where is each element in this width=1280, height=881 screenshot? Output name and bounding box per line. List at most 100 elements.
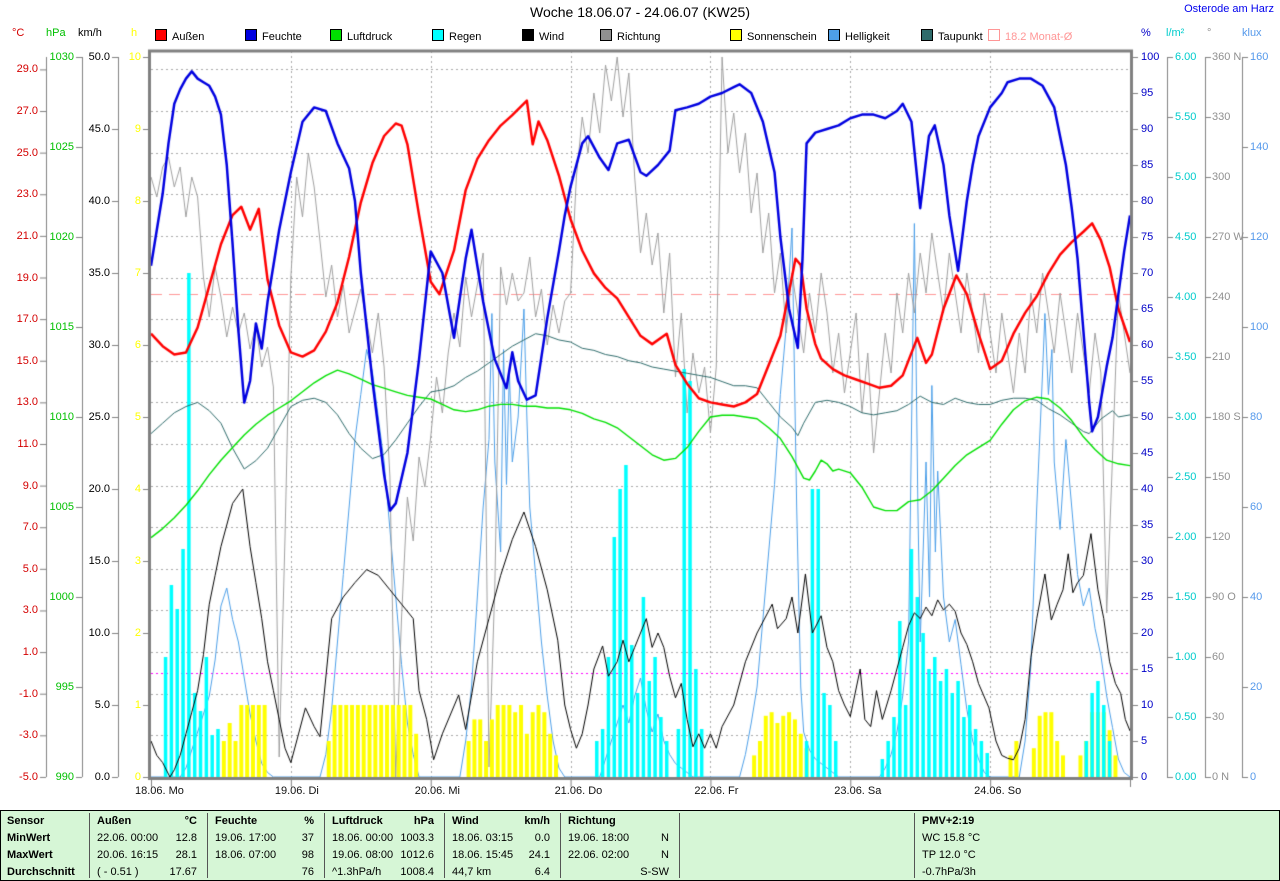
tick-label-temperature: 11.0 xyxy=(17,437,38,450)
tick-label-rain: 5.50 xyxy=(1175,111,1197,123)
tick-label-pressure: 1010 xyxy=(49,411,74,423)
legend-item-1: Außen xyxy=(155,29,204,43)
tick-label-temperature: -1.0 xyxy=(19,687,38,700)
tick-label-humidity: 50 xyxy=(1141,411,1154,423)
table-cell: Wind xyxy=(452,815,479,827)
table-cell: km/h xyxy=(524,815,550,827)
legend-item-7: Sonnenschein xyxy=(730,29,817,43)
tick-label-wind-direction: 210 xyxy=(1212,351,1231,363)
tick-label-temperature: 15.0 xyxy=(16,354,38,367)
table-column-separator xyxy=(679,813,680,878)
legend-label: Feuchte xyxy=(262,31,302,43)
table-cell: 22.06. 00:00 xyxy=(97,832,159,844)
table-cell: Außen xyxy=(97,815,132,827)
tick-label-wind-speed: 40.0 xyxy=(88,195,110,207)
tick-label-sunshine: 2 xyxy=(134,627,141,639)
tick-label-brightness: 100 xyxy=(1250,321,1269,333)
tick-label-wind-direction: 300 xyxy=(1212,171,1231,183)
tick-label-sunshine: 9 xyxy=(134,123,141,135)
tick-label-wind-direction: 150 xyxy=(1212,471,1231,483)
tick-label-pressure: 1005 xyxy=(49,501,74,513)
x-day-label: 20.06. Mi xyxy=(414,785,460,797)
table-cell: 24.1 xyxy=(528,849,550,861)
tick-label-humidity: 30 xyxy=(1141,555,1154,567)
table-cell: Luftdruck xyxy=(332,815,383,827)
tick-label-humidity: 5 xyxy=(1141,735,1148,747)
table-cell: 19.06. 18:00 xyxy=(568,832,630,844)
tick-label-temperature: 13.0 xyxy=(16,396,38,409)
table-cell xyxy=(687,813,882,829)
legend-swatch-icon xyxy=(988,29,1000,41)
tick-label-temperature: -3.0 xyxy=(19,729,38,742)
tick-label-brightness: 120 xyxy=(1250,231,1269,243)
table-cell: TP 12.0 °C xyxy=(922,849,976,861)
tick-label-humidity: 70 xyxy=(1141,267,1154,279)
legend-item-3: Luftdruck xyxy=(330,29,393,43)
table-cell: 0.0 xyxy=(534,832,550,844)
tick-label-sunshine: 4 xyxy=(134,483,141,495)
legend-label: Helligkeit xyxy=(845,31,890,43)
table-cell: 12.8 xyxy=(175,832,197,844)
tick-label-humidity: 75 xyxy=(1141,231,1154,243)
table-cell: 18.06. 07:00 xyxy=(215,849,277,861)
tick-label-brightness: 20 xyxy=(1250,681,1263,693)
legend-item-8: Helligkeit xyxy=(828,29,890,43)
legend-swatch-icon xyxy=(245,29,257,41)
table-cell: Feuchte xyxy=(215,815,258,827)
axis-unit-humidity: % xyxy=(1141,27,1151,39)
table-cell: N xyxy=(661,849,669,861)
tick-label-humidity: 55 xyxy=(1141,375,1154,387)
tick-label-wind-direction: 120 xyxy=(1212,531,1231,543)
legend-item-5: Wind xyxy=(522,29,565,43)
legend-label: Taupunkt xyxy=(938,31,983,43)
tick-label-wind-speed: 15.0 xyxy=(88,555,110,567)
legend-swatch-icon xyxy=(432,29,444,41)
page-title: Woche 18.06.07 - 24.06.07 (KW25) xyxy=(530,4,750,20)
tick-label-temperature: 25.0 xyxy=(16,146,38,159)
tick-label-wind-direction: 60 xyxy=(1212,651,1225,663)
axis-unit-pressure: hPa xyxy=(46,27,66,39)
table-cell: 37 xyxy=(301,832,314,844)
legend-label: Wind xyxy=(539,31,565,43)
table-cell: 28.1 xyxy=(175,849,197,861)
tick-label-wind-direction: 360 N xyxy=(1212,51,1242,63)
table-cell: 22.06. 02:00 xyxy=(568,849,630,861)
tick-label-brightness: 140 xyxy=(1250,141,1269,153)
table-cell: MinWert xyxy=(7,832,51,844)
tick-label-humidity: 25 xyxy=(1141,591,1154,603)
tick-label-rain: 4.50 xyxy=(1175,231,1197,243)
table-cell: ( - 0.51 ) xyxy=(97,866,139,878)
tick-label-pressure: 1025 xyxy=(49,141,74,153)
tick-label-rain: 1.50 xyxy=(1175,591,1197,603)
tick-label-pressure: 990 xyxy=(55,771,74,783)
table-cell: 19.06. 17:00 xyxy=(215,832,277,844)
tick-label-rain: 2.00 xyxy=(1175,531,1197,543)
legend-label: Regen xyxy=(449,31,482,43)
tick-label-pressure: 1000 xyxy=(49,591,74,603)
tick-label-humidity: 20 xyxy=(1141,627,1154,639)
table-cell: MaxWert xyxy=(7,849,53,861)
tick-label-rain: 3.50 xyxy=(1175,351,1197,363)
x-day-label: 19.06. Di xyxy=(274,785,319,797)
table-cell: -0.7hPa/3h xyxy=(922,866,976,878)
tick-label-temperature: 7.0 xyxy=(22,521,38,534)
table-column-separator xyxy=(89,813,90,878)
table-cell: 1012.6 xyxy=(400,849,434,861)
tick-label-rain: 0.50 xyxy=(1175,711,1197,723)
tick-label-sunshine: 5 xyxy=(134,411,141,423)
tick-label-humidity: 90 xyxy=(1141,123,1154,135)
tick-label-rain: 2.50 xyxy=(1175,471,1197,483)
tick-label-wind-speed: 30.0 xyxy=(88,339,110,351)
table-cell: PMV+2:19 xyxy=(922,815,975,827)
legend-swatch-icon xyxy=(730,29,742,41)
table-cell: WC 15.8 °C xyxy=(922,832,981,844)
tick-label-temperature: 5.0 xyxy=(22,562,38,575)
tick-label-humidity: 95 xyxy=(1141,87,1154,99)
legend-label: Luftdruck xyxy=(347,31,393,43)
table-cell: 1008.4 xyxy=(400,866,434,878)
tick-label-wind-speed: 45.0 xyxy=(88,123,110,135)
legend-item-10: 18.2 Monat-Ø xyxy=(988,29,1072,43)
tick-label-temperature: 17.0 xyxy=(16,313,38,326)
tick-label-temperature: 27.0 xyxy=(16,105,38,118)
tick-label-wind-direction: 30 xyxy=(1212,711,1225,723)
